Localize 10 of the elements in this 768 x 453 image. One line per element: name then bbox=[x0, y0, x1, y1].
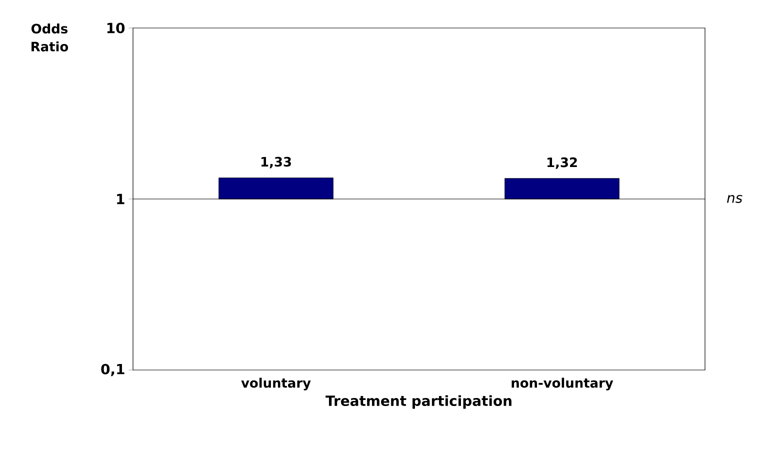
y-tick-label: 1 bbox=[117, 194, 124, 204]
y-tick-label: 0,1 bbox=[101, 364, 124, 376]
data-label: 1,33 bbox=[261, 156, 291, 168]
x-tick-label: non-voluntary bbox=[512, 378, 614, 390]
x-tick-label: voluntary bbox=[241, 378, 311, 390]
y-tick-label: 10 bbox=[107, 22, 125, 34]
y-axis-title: Odds Ratio bbox=[31, 24, 68, 52]
ref-line-label: ns bbox=[727, 194, 742, 204]
x-axis-title: Treatment participation bbox=[326, 395, 512, 409]
data-label: 1,32 bbox=[547, 157, 577, 169]
